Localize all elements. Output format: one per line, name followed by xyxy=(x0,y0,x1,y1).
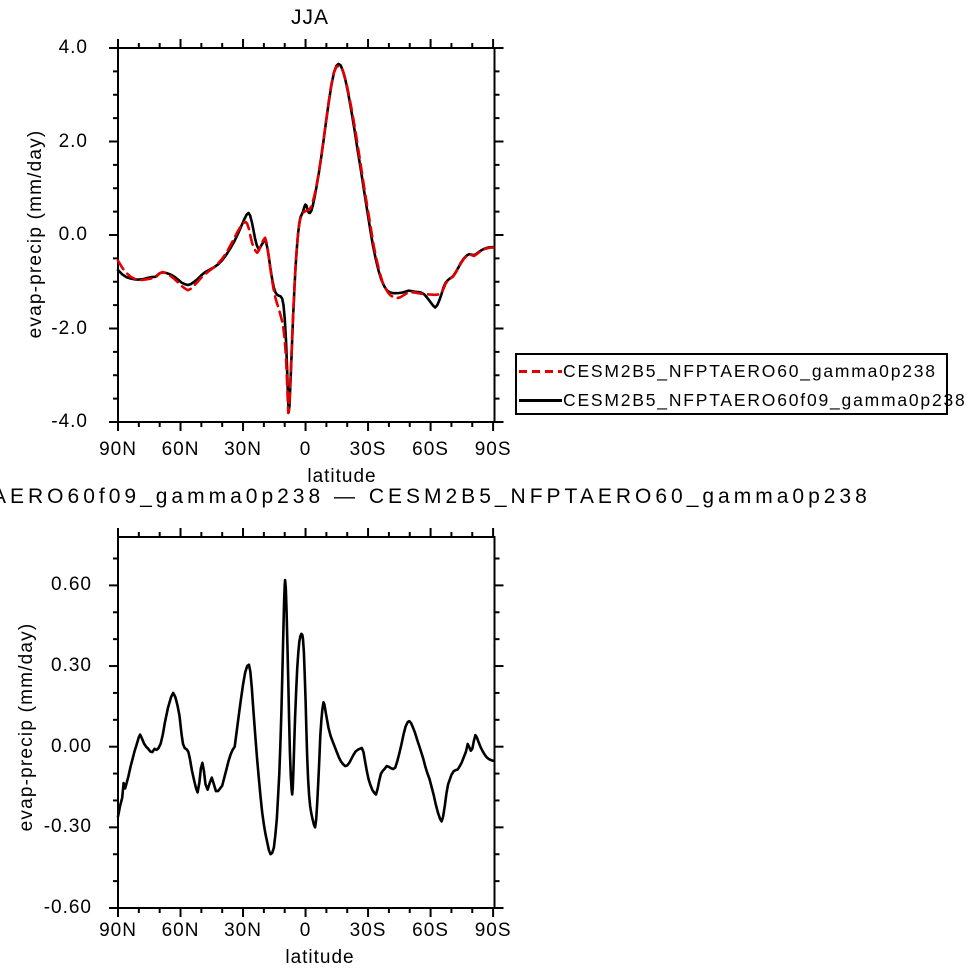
legend-entry-dashed-red: CESM2B5_NFPTAERO60_gamma0p238 xyxy=(517,357,946,386)
x-tick-label: 30N xyxy=(224,920,262,941)
legend-line-sample-dashed xyxy=(519,370,562,373)
x-tick-label: 60S xyxy=(412,439,449,460)
x-tick-label: 60N xyxy=(161,439,200,460)
y-tick-label: 0.30 xyxy=(51,655,92,677)
y-tick-label: -0.60 xyxy=(43,897,92,918)
x-tick-label: 90S xyxy=(474,920,512,941)
y-tick-label: 4.0 xyxy=(58,37,88,58)
x-tick-label: 90N xyxy=(99,439,137,460)
series-line-solid xyxy=(116,62,495,414)
x-tick-label: 60S xyxy=(412,920,449,941)
series-line-solid xyxy=(116,578,495,856)
x-tick-label: 30S xyxy=(349,439,387,460)
series-line-dashed xyxy=(116,64,495,415)
legend-line-sample-solid xyxy=(519,399,562,402)
legend-label: CESM2B5_NFPTAERO60f09_gamma0p238 xyxy=(563,390,967,410)
legend-label: CESM2B5_NFPTAERO60_gamma0p238 xyxy=(563,361,937,381)
y-tick-label: -0.30 xyxy=(43,816,92,838)
bottom-panel-x-axis-title: latitude xyxy=(285,947,355,968)
plot-border xyxy=(117,47,496,423)
legend-box: CESM2B5_NFPTAERO60_gamma0p238 CESM2B5_NF… xyxy=(515,353,965,415)
y-tick-label: -2.0 xyxy=(51,317,88,339)
y-tick-label: 2.0 xyxy=(58,130,88,152)
bottom-panel-title: AERO60f09_gamma0p238 — CESM2B5_NFPTAERO6… xyxy=(0,485,871,508)
top-panel-x-axis-title: latitude xyxy=(307,466,377,487)
x-tick-label: 30S xyxy=(349,920,387,941)
y-tick-label: 0.0 xyxy=(58,224,88,245)
legend-entry-solid-black: CESM2B5_NFPTAERO60f09_gamma0p238 xyxy=(517,386,965,415)
x-tick-label: 0 xyxy=(299,920,312,941)
x-tick-label: 90S xyxy=(474,439,512,460)
y-tick-label: -4.0 xyxy=(51,411,88,432)
x-tick-label: 60N xyxy=(161,920,200,941)
y-tick-label: 0.00 xyxy=(51,735,92,757)
top-panel-title: JJA xyxy=(290,6,329,29)
x-tick-label: 30N xyxy=(224,439,262,460)
y-tick-label: 0.60 xyxy=(51,574,92,596)
x-tick-label: 90N xyxy=(99,920,137,941)
x-tick-label: 0 xyxy=(299,439,312,460)
